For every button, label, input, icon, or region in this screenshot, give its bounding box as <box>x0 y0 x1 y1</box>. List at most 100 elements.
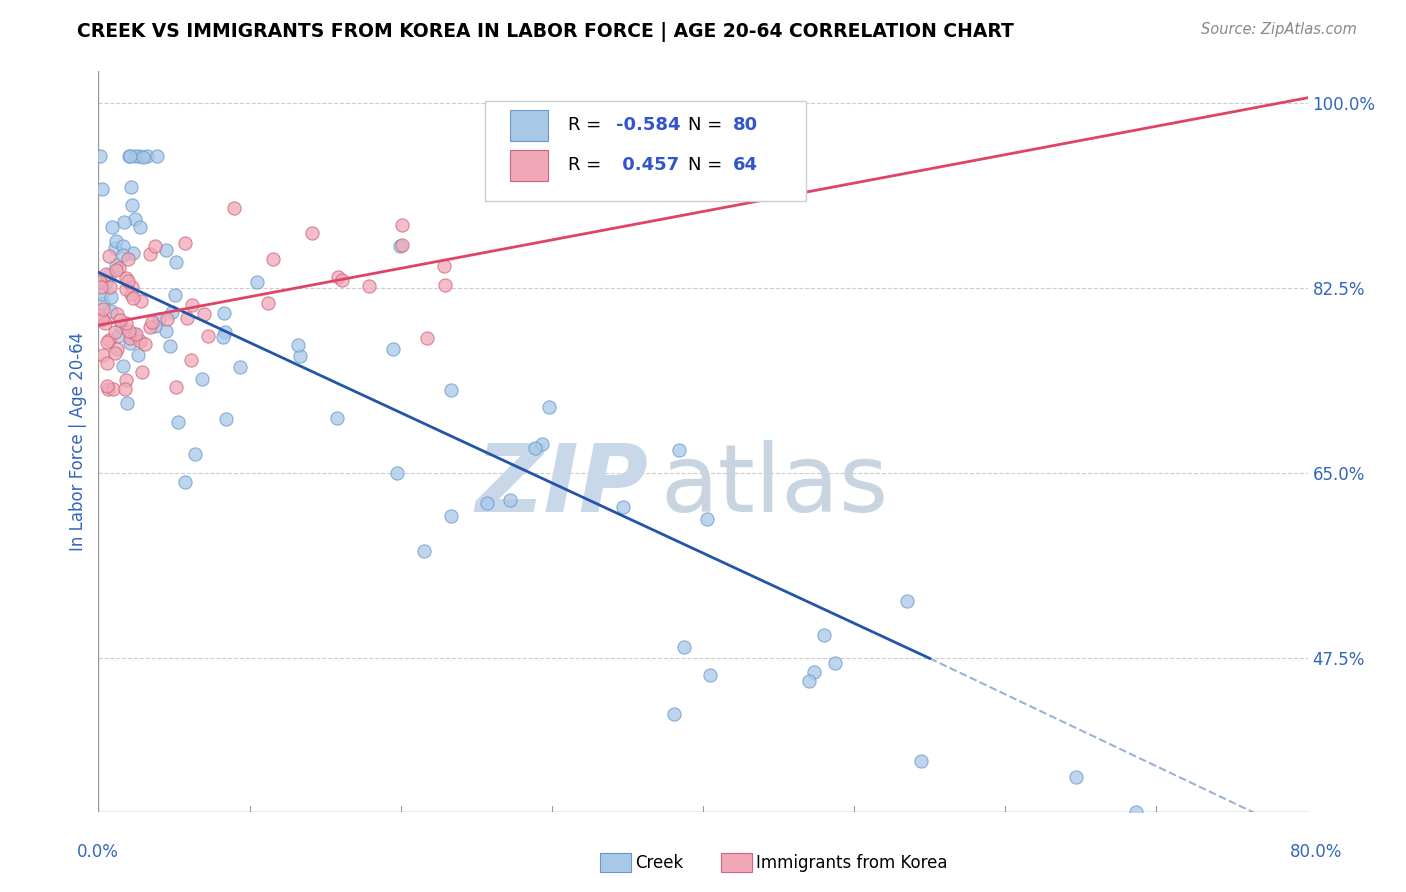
Point <box>262 252 284 266</box>
Point <box>127 348 149 362</box>
Point <box>112 215 135 229</box>
Text: 0.0%: 0.0% <box>77 843 120 861</box>
FancyBboxPatch shape <box>509 150 548 181</box>
Point <box>222 201 245 215</box>
Point <box>387 466 409 480</box>
Point <box>97 249 120 263</box>
Point <box>612 500 634 515</box>
Point <box>662 706 685 721</box>
Point <box>96 267 118 281</box>
Point <box>96 356 118 370</box>
Point <box>287 338 309 352</box>
Point <box>132 150 155 164</box>
Point <box>89 275 111 289</box>
Point <box>229 359 252 374</box>
Point <box>813 628 835 642</box>
Point <box>98 280 121 294</box>
Point <box>699 667 721 681</box>
Point <box>93 316 115 330</box>
Point <box>118 149 141 163</box>
Point <box>180 353 202 368</box>
Point <box>112 359 135 373</box>
Text: N =: N = <box>689 116 728 134</box>
Point <box>108 313 131 327</box>
Point <box>326 410 349 425</box>
Point <box>159 339 181 353</box>
Point <box>824 657 846 671</box>
Text: Creek: Creek <box>636 854 683 871</box>
Point <box>498 493 520 508</box>
Point <box>97 268 120 282</box>
Text: CREEK VS IMMIGRANTS FROM KOREA IN LABOR FORCE | AGE 20-64 CORRELATION CHART: CREEK VS IMMIGRANTS FROM KOREA IN LABOR … <box>77 22 1014 42</box>
Point <box>96 378 118 392</box>
Point <box>183 447 205 461</box>
Point <box>143 239 166 253</box>
Point <box>191 372 214 386</box>
Point <box>173 236 195 251</box>
Point <box>104 346 127 360</box>
Point <box>440 383 463 397</box>
Point <box>107 328 129 343</box>
Point <box>155 324 177 338</box>
Point <box>257 296 280 310</box>
Point <box>797 673 820 688</box>
Point <box>89 149 111 163</box>
Point <box>538 401 561 415</box>
Point <box>412 543 434 558</box>
Point <box>214 326 236 340</box>
Point <box>415 330 437 344</box>
Point <box>100 303 122 318</box>
Point <box>211 330 233 344</box>
Point <box>105 342 128 356</box>
Point <box>111 248 134 262</box>
Point <box>89 309 111 323</box>
Point <box>122 326 145 341</box>
Point <box>91 182 114 196</box>
Point <box>524 441 547 455</box>
Text: ZIP: ZIP <box>475 440 648 532</box>
Text: Immigrants from Korea: Immigrants from Korea <box>756 854 948 871</box>
Point <box>910 754 932 768</box>
Point <box>391 238 413 252</box>
Point <box>332 273 354 287</box>
Point <box>167 415 190 429</box>
Point <box>1125 805 1147 819</box>
Point <box>121 198 143 212</box>
Point <box>110 319 132 334</box>
Point <box>141 315 163 329</box>
Point <box>91 302 114 317</box>
Point <box>673 640 696 654</box>
Point <box>668 443 690 458</box>
Point <box>97 333 120 347</box>
Point <box>114 316 136 330</box>
Point <box>143 319 166 334</box>
Point <box>160 304 183 318</box>
Text: N =: N = <box>689 156 728 174</box>
Point <box>90 312 112 326</box>
Point <box>100 290 122 304</box>
Point <box>94 276 117 290</box>
Point <box>108 260 131 275</box>
Point <box>326 269 349 284</box>
Point <box>212 306 235 320</box>
Point <box>146 149 169 163</box>
Point <box>214 412 236 426</box>
Point <box>101 382 124 396</box>
Text: 0.457: 0.457 <box>616 156 679 174</box>
Point <box>803 665 825 680</box>
Text: 80.0%: 80.0% <box>1291 843 1343 861</box>
Point <box>181 298 204 312</box>
Point <box>139 246 162 260</box>
Point <box>121 245 143 260</box>
Point <box>388 239 411 253</box>
Point <box>173 475 195 489</box>
Point <box>120 331 142 345</box>
Point <box>101 219 124 234</box>
Point <box>104 326 127 340</box>
Point <box>117 274 139 288</box>
Point <box>120 287 142 301</box>
Point <box>105 263 128 277</box>
Point <box>129 220 152 235</box>
Point <box>156 312 179 326</box>
Point <box>114 271 136 285</box>
